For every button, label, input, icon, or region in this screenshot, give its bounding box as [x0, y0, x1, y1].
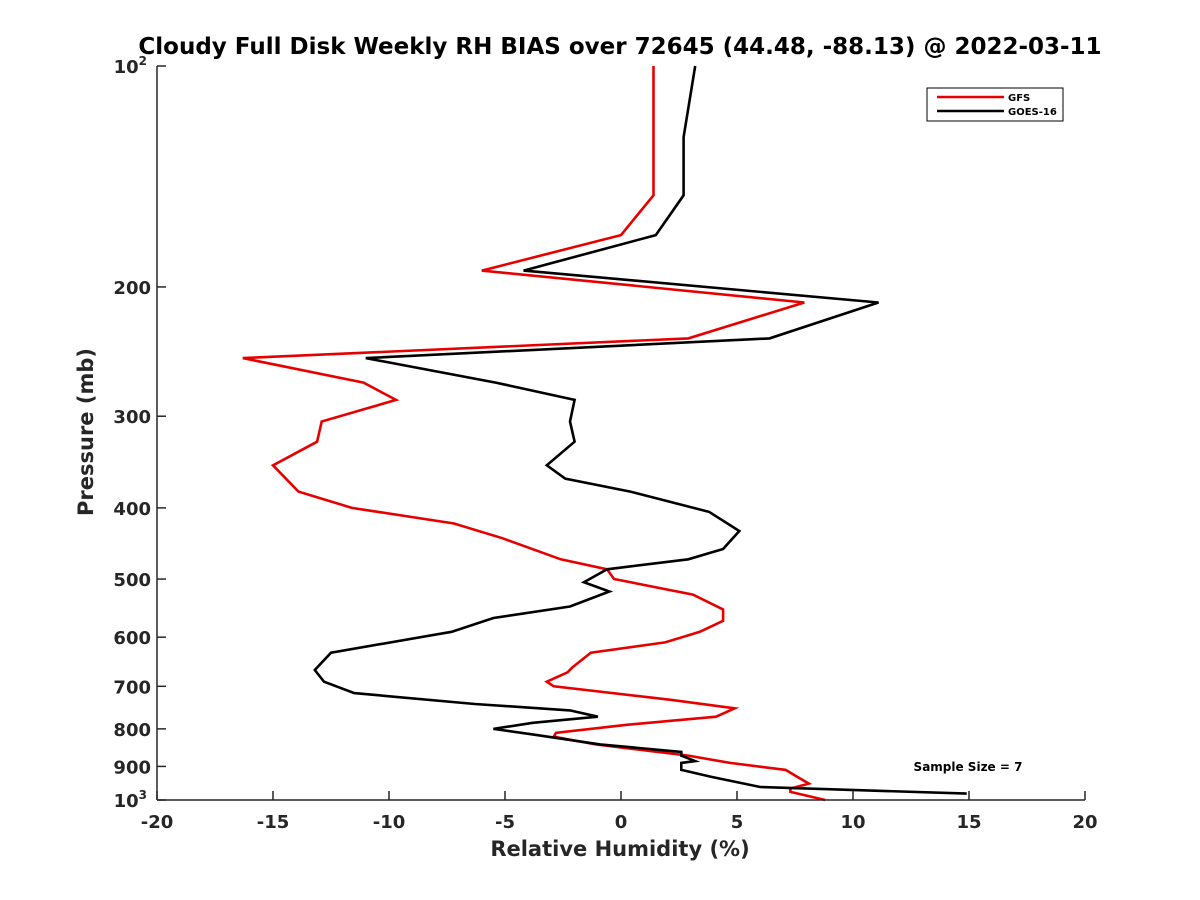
- y-tick-label: 400: [113, 499, 151, 520]
- y-tick-label: 800: [113, 720, 151, 741]
- y-tick-label: 900: [113, 757, 151, 778]
- y-tick-label: 102: [114, 54, 147, 78]
- y-tick-label: 103: [114, 788, 147, 812]
- y-tick-label: 200: [113, 278, 151, 299]
- y-tick-label: 500: [113, 570, 151, 591]
- y-tick-label: 700: [113, 677, 151, 698]
- sample-size-annotation: Sample Size = 7: [914, 760, 1023, 774]
- axes-layer: [156, 66, 1085, 801]
- x-tick-label: 10: [840, 812, 865, 833]
- x-tick-label: 0: [615, 812, 628, 833]
- series-line-gfs: [242, 66, 826, 802]
- x-tick-label: 5: [731, 812, 744, 833]
- x-tick-label: -20: [141, 812, 174, 833]
- legend: GFS GOES-16: [926, 87, 1064, 122]
- legend-label-gfs: GFS: [1008, 93, 1030, 104]
- legend-box: [926, 87, 1064, 122]
- x-tick-label: -10: [373, 812, 406, 833]
- x-tick-label: 15: [956, 812, 981, 833]
- x-axis-label: Relative Humidity (%): [490, 837, 749, 861]
- y-tick-label: 300: [113, 407, 151, 428]
- series-line-goes16: [313, 65, 967, 795]
- ticks-layer: -20 -15 -10 -5 0 5 10 15 20 102 200 300 400 500 600 700…: [113, 54, 1097, 833]
- legend-label-goes16: GOES-16: [1008, 107, 1057, 118]
- x-tick-label: -15: [257, 812, 290, 833]
- chart-title: Cloudy Full Disk Weekly RH BIAS over 726…: [138, 34, 1101, 60]
- x-tick-label: 20: [1072, 812, 1097, 833]
- x-tick-label: -5: [495, 812, 515, 833]
- y-axis-label: Pressure (mb): [74, 348, 98, 516]
- series-layer: [242, 65, 967, 802]
- y-tick-label: 600: [113, 628, 151, 649]
